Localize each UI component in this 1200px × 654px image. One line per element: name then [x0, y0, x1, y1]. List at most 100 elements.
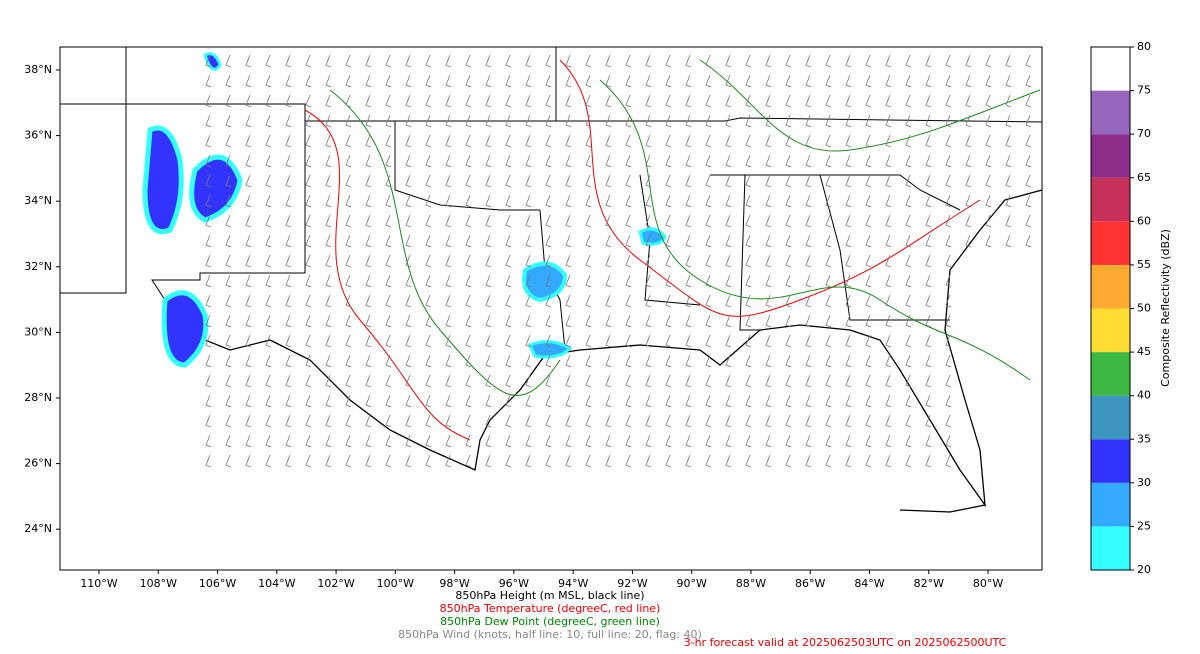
wind-barb [385, 454, 392, 468]
colorbar-tick-label: 70 [1137, 127, 1151, 140]
wind-barb [705, 154, 712, 168]
wind-barb [225, 434, 232, 448]
wind-barb [985, 94, 992, 108]
wind-barb [625, 374, 632, 388]
wind-barb [645, 174, 652, 188]
wind-barb [865, 414, 872, 428]
wind-barb [905, 434, 912, 448]
wind-barb [525, 174, 532, 188]
wind-barb [465, 314, 472, 328]
wind-barb [465, 134, 472, 148]
wind-barb [825, 374, 832, 388]
wind-barb [905, 214, 912, 228]
wind-barb [865, 334, 872, 348]
wind-barb [225, 254, 232, 268]
state-line [739, 174, 760, 331]
wind-barb [605, 134, 612, 148]
wind-barb [485, 174, 492, 188]
wind-barbs [205, 54, 1032, 468]
wind-barb [685, 214, 692, 228]
wind-barb [365, 274, 372, 288]
wind-barb [405, 334, 412, 348]
wind-barb [545, 54, 552, 68]
wind-barb [585, 134, 592, 148]
wind-barb [785, 94, 792, 108]
wind-barb [605, 194, 612, 208]
wind-barb [305, 254, 312, 268]
wind-barb [645, 114, 652, 128]
wind-barb [485, 314, 492, 328]
wind-barb [965, 154, 972, 168]
wind-barb [425, 214, 432, 228]
wind-barb [665, 194, 672, 208]
wind-barb [625, 434, 632, 448]
colorbar-tick-label: 80 [1137, 40, 1151, 53]
wind-barb [305, 434, 312, 448]
wind-barb [725, 314, 732, 328]
wind-barb [445, 314, 452, 328]
wind-barb [425, 94, 432, 108]
wind-barb [845, 234, 852, 248]
wind-barb [205, 434, 212, 448]
wind-barb [525, 154, 532, 168]
wind-barb [505, 214, 512, 228]
wind-barb [805, 394, 812, 408]
wind-barb [765, 214, 772, 228]
wind-barb [725, 394, 732, 408]
state-line [556, 117, 1043, 123]
wind-barb [525, 454, 532, 468]
wind-barb [245, 54, 252, 68]
wind-barb [385, 294, 392, 308]
wind-barb [625, 454, 632, 468]
wind-barb [245, 94, 252, 108]
wind-barb [845, 374, 852, 388]
wind-barb [445, 74, 452, 88]
wind-barb [725, 454, 732, 468]
wind-barb [625, 414, 632, 428]
colorbar-segment [1091, 308, 1130, 353]
wind-barb [565, 314, 572, 328]
wind-barb [385, 274, 392, 288]
wind-barb [805, 214, 812, 228]
wind-barb [225, 394, 232, 408]
wind-barb [725, 434, 732, 448]
map-layer [60, 47, 1043, 513]
wind-barb [845, 54, 852, 68]
wind-barb [845, 274, 852, 288]
wind-barb [245, 74, 252, 88]
wind-barb [285, 434, 292, 448]
wind-barb [825, 214, 832, 228]
wind-barb [625, 54, 632, 68]
wind-barb [845, 354, 852, 368]
wind-barb [205, 254, 212, 268]
wind-barb [245, 334, 252, 348]
wind-barb [865, 254, 872, 268]
wind-barb [745, 354, 752, 368]
wind-barb [745, 174, 752, 188]
wind-barb [745, 154, 752, 168]
wind-barb [525, 374, 532, 388]
wind-barb [605, 434, 612, 448]
wind-barb [325, 234, 332, 248]
wind-barb [605, 294, 612, 308]
wind-barb [645, 434, 652, 448]
wind-barb [205, 114, 212, 128]
wind-barb [805, 194, 812, 208]
wind-barb [905, 174, 912, 188]
wind-barb [725, 354, 732, 368]
wind-barb [845, 294, 852, 308]
lon-label: 100°W [377, 577, 414, 590]
wind-barb [905, 374, 912, 388]
wind-barb [805, 54, 812, 68]
wind-barb [205, 374, 212, 388]
wind-barb [405, 74, 412, 88]
wind-barb [585, 154, 592, 168]
wind-barb [385, 334, 392, 348]
wind-barb [385, 194, 392, 208]
wind-barb [805, 134, 812, 148]
wind-barb [525, 314, 532, 328]
wind-barb [265, 174, 272, 188]
wind-barb [885, 94, 892, 108]
wind-barb [625, 154, 632, 168]
wind-barb [705, 314, 712, 328]
